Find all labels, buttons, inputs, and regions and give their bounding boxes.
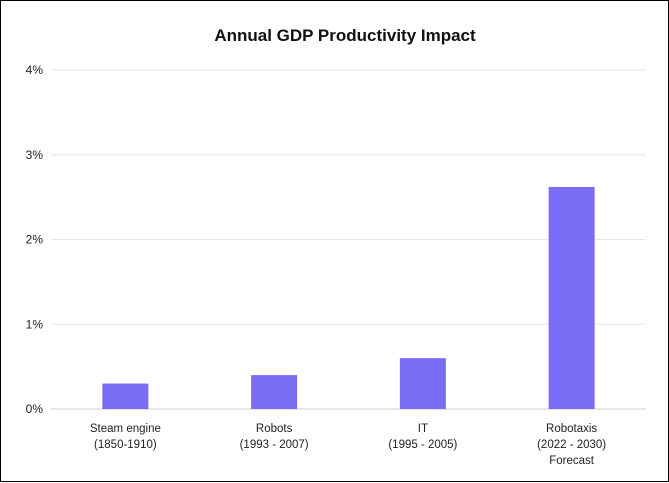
x-axis-labels: Steam engine (1850-1910) Robots (1993 - 200… (90, 423, 606, 467)
y-tick-label: 0% (26, 402, 44, 416)
x-tick-label: (1850-1910) (94, 439, 157, 451)
y-axis-ticks: 0% 1% 2% 3% 4% (26, 63, 44, 416)
x-tick-label: Forecast (549, 455, 595, 467)
y-tick-label: 3% (26, 148, 44, 162)
x-tick-label: IT (418, 423, 428, 435)
x-tick-label: Robotaxis (546, 423, 597, 435)
bar (251, 375, 298, 409)
x-tick-label: (1995 - 2005) (388, 439, 457, 451)
bar (102, 383, 149, 409)
bars (102, 186, 595, 409)
chart-title: Annual GDP Productivity Impact (214, 26, 476, 45)
gridlines (51, 69, 646, 410)
y-tick-label: 1% (26, 317, 44, 331)
bar (548, 186, 595, 409)
x-tick-label: Robots (256, 423, 293, 435)
y-tick-label: 2% (26, 233, 44, 247)
x-tick-label: (2022 - 2030) (537, 439, 606, 451)
x-tick-label: (1993 - 2007) (240, 439, 309, 451)
x-tick-label: Steam engine (90, 423, 161, 435)
bar (399, 358, 446, 409)
y-tick-label: 4% (26, 63, 44, 77)
